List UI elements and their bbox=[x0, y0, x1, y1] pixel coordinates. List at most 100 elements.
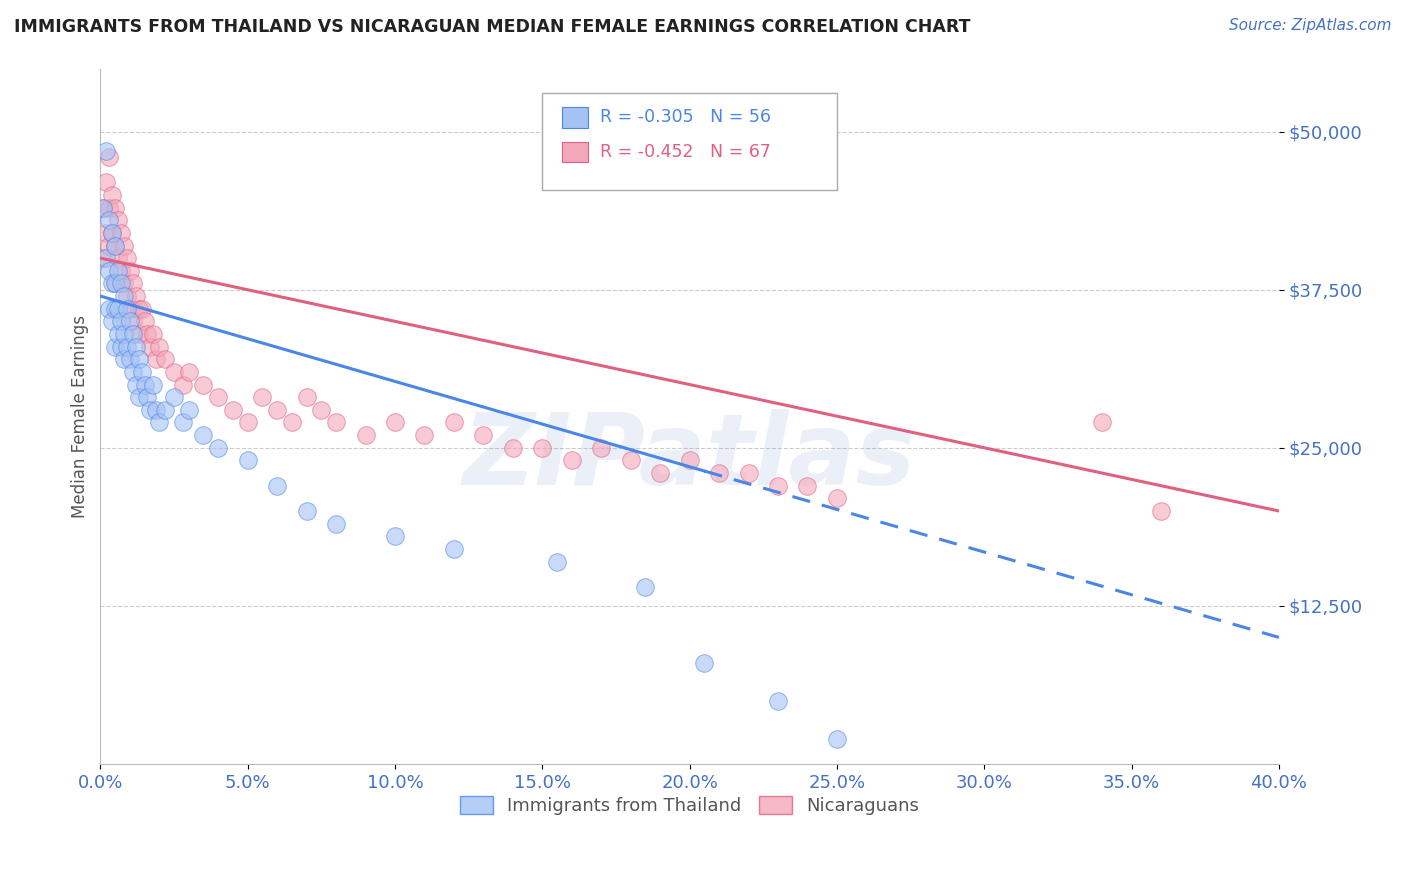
FancyBboxPatch shape bbox=[562, 107, 588, 128]
Point bbox=[96, 226, 118, 240]
Point bbox=[107, 213, 129, 227]
Point bbox=[110, 314, 132, 328]
Point bbox=[193, 428, 215, 442]
Point bbox=[139, 340, 162, 354]
Point bbox=[311, 402, 333, 417]
Point bbox=[107, 264, 129, 278]
Point bbox=[1091, 416, 1114, 430]
Point bbox=[125, 289, 148, 303]
Point bbox=[443, 541, 465, 556]
Text: Source: ZipAtlas.com: Source: ZipAtlas.com bbox=[1229, 18, 1392, 33]
Point bbox=[112, 238, 135, 252]
Point bbox=[98, 301, 121, 316]
Point bbox=[136, 390, 159, 404]
Point bbox=[131, 301, 153, 316]
Point bbox=[128, 390, 150, 404]
Point bbox=[236, 453, 259, 467]
Point bbox=[110, 226, 132, 240]
Point bbox=[112, 289, 135, 303]
Point bbox=[128, 326, 150, 341]
Point bbox=[98, 150, 121, 164]
Point bbox=[650, 466, 672, 480]
Point bbox=[472, 428, 495, 442]
Point bbox=[96, 144, 118, 158]
Point bbox=[546, 555, 568, 569]
Point bbox=[121, 326, 143, 341]
Point bbox=[207, 390, 229, 404]
Point bbox=[121, 365, 143, 379]
Point bbox=[531, 441, 554, 455]
Point bbox=[281, 416, 304, 430]
Point bbox=[128, 301, 150, 316]
Point bbox=[354, 428, 377, 442]
Point bbox=[153, 402, 176, 417]
Point bbox=[121, 314, 143, 328]
Point bbox=[98, 213, 121, 227]
Point bbox=[121, 277, 143, 291]
Point bbox=[145, 352, 167, 367]
Point bbox=[148, 416, 170, 430]
Point bbox=[110, 264, 132, 278]
Point bbox=[125, 377, 148, 392]
Point bbox=[163, 390, 186, 404]
Point bbox=[98, 264, 121, 278]
Point bbox=[266, 402, 288, 417]
Point bbox=[118, 301, 141, 316]
Point bbox=[693, 656, 716, 670]
Point bbox=[98, 201, 121, 215]
Point bbox=[107, 251, 129, 265]
Point bbox=[112, 352, 135, 367]
Point bbox=[112, 326, 135, 341]
Point bbox=[101, 188, 124, 202]
Point bbox=[104, 277, 127, 291]
Point bbox=[325, 416, 347, 430]
Point bbox=[110, 277, 132, 291]
Point bbox=[295, 504, 318, 518]
Point bbox=[96, 175, 118, 189]
Point bbox=[384, 416, 406, 430]
Point bbox=[118, 314, 141, 328]
Point bbox=[101, 314, 124, 328]
Point bbox=[118, 264, 141, 278]
Point bbox=[222, 402, 245, 417]
Point bbox=[98, 238, 121, 252]
Point bbox=[177, 402, 200, 417]
Point bbox=[177, 365, 200, 379]
Point bbox=[825, 731, 848, 746]
Text: R = -0.305   N = 56: R = -0.305 N = 56 bbox=[600, 108, 770, 126]
Point bbox=[125, 340, 148, 354]
Point bbox=[107, 301, 129, 316]
Point bbox=[207, 441, 229, 455]
Point bbox=[252, 390, 274, 404]
Point bbox=[96, 251, 118, 265]
Point bbox=[115, 251, 138, 265]
Point bbox=[766, 479, 789, 493]
Point bbox=[104, 301, 127, 316]
Point bbox=[145, 402, 167, 417]
Point bbox=[266, 479, 288, 493]
Point bbox=[153, 352, 176, 367]
Point bbox=[142, 326, 165, 341]
Point bbox=[384, 529, 406, 543]
Point bbox=[101, 277, 124, 291]
Point bbox=[104, 340, 127, 354]
Point bbox=[91, 251, 114, 265]
Point bbox=[139, 402, 162, 417]
Point bbox=[115, 340, 138, 354]
Point bbox=[163, 365, 186, 379]
Point bbox=[91, 201, 114, 215]
Point bbox=[128, 352, 150, 367]
Legend: Immigrants from Thailand, Nicaraguans: Immigrants from Thailand, Nicaraguans bbox=[451, 787, 928, 824]
Point bbox=[325, 516, 347, 531]
Point bbox=[131, 365, 153, 379]
Point bbox=[110, 340, 132, 354]
Point bbox=[115, 289, 138, 303]
Point bbox=[295, 390, 318, 404]
Point bbox=[766, 693, 789, 707]
Point bbox=[825, 491, 848, 506]
Point bbox=[118, 352, 141, 367]
Point bbox=[107, 326, 129, 341]
Point bbox=[104, 238, 127, 252]
Y-axis label: Median Female Earnings: Median Female Earnings bbox=[72, 315, 89, 517]
Point bbox=[678, 453, 700, 467]
